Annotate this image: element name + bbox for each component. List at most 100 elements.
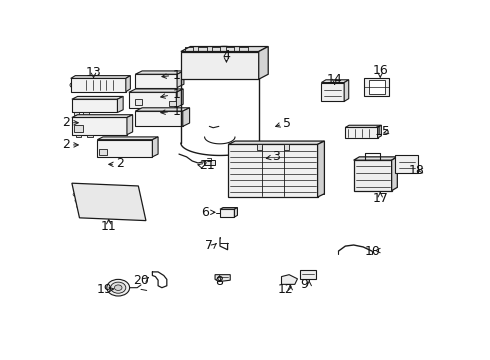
Polygon shape: [126, 76, 130, 92]
Polygon shape: [215, 275, 230, 282]
Polygon shape: [98, 137, 158, 140]
Polygon shape: [127, 115, 133, 135]
Text: 15: 15: [374, 125, 390, 138]
Polygon shape: [318, 141, 324, 197]
Polygon shape: [321, 82, 344, 102]
Polygon shape: [183, 108, 190, 126]
Circle shape: [83, 193, 89, 197]
Polygon shape: [135, 99, 142, 105]
Polygon shape: [369, 80, 385, 94]
Polygon shape: [235, 141, 324, 194]
Text: 9: 9: [300, 278, 308, 291]
Polygon shape: [345, 125, 381, 127]
Polygon shape: [234, 208, 238, 217]
Circle shape: [106, 199, 111, 203]
Circle shape: [82, 82, 90, 88]
Polygon shape: [71, 76, 130, 78]
Circle shape: [108, 205, 113, 209]
Text: 10: 10: [365, 244, 381, 258]
Polygon shape: [74, 112, 79, 115]
Polygon shape: [87, 135, 93, 138]
Circle shape: [111, 282, 126, 293]
Circle shape: [104, 193, 109, 197]
Text: 7: 7: [205, 239, 213, 252]
Text: 1: 1: [173, 105, 181, 118]
Circle shape: [126, 199, 131, 203]
Polygon shape: [220, 209, 234, 217]
Text: 6: 6: [201, 206, 210, 219]
Polygon shape: [177, 71, 184, 87]
Polygon shape: [135, 71, 184, 74]
Text: 11: 11: [101, 220, 117, 233]
Circle shape: [73, 193, 78, 197]
Circle shape: [76, 82, 84, 88]
Circle shape: [96, 199, 101, 203]
Polygon shape: [378, 125, 381, 138]
Polygon shape: [152, 137, 158, 157]
Circle shape: [77, 205, 82, 209]
Polygon shape: [228, 141, 324, 144]
Polygon shape: [392, 157, 397, 191]
Polygon shape: [364, 77, 389, 96]
Polygon shape: [220, 208, 238, 209]
Text: 2: 2: [62, 138, 70, 151]
Circle shape: [99, 211, 104, 215]
Circle shape: [79, 211, 84, 215]
Text: 1: 1: [173, 68, 181, 82]
Circle shape: [75, 199, 80, 203]
Circle shape: [87, 205, 93, 209]
Polygon shape: [129, 89, 183, 92]
Polygon shape: [354, 157, 397, 160]
Circle shape: [114, 193, 120, 197]
Circle shape: [120, 211, 125, 215]
Text: 14: 14: [327, 73, 343, 86]
Circle shape: [70, 82, 77, 88]
Polygon shape: [284, 144, 289, 150]
Circle shape: [94, 193, 99, 197]
Text: 16: 16: [372, 64, 388, 77]
Text: 2: 2: [62, 116, 70, 129]
Polygon shape: [83, 112, 89, 115]
Polygon shape: [72, 99, 118, 112]
Text: 3: 3: [272, 150, 280, 163]
Polygon shape: [135, 74, 177, 87]
Circle shape: [98, 205, 102, 209]
Text: 4: 4: [222, 49, 230, 62]
Circle shape: [116, 199, 121, 203]
Text: 1: 1: [173, 88, 181, 101]
Text: 2: 2: [116, 157, 124, 170]
Polygon shape: [354, 160, 392, 191]
Polygon shape: [99, 149, 107, 155]
Circle shape: [128, 205, 133, 209]
Circle shape: [143, 120, 150, 125]
Polygon shape: [118, 96, 123, 112]
Polygon shape: [72, 96, 123, 99]
Polygon shape: [344, 80, 349, 102]
Polygon shape: [228, 144, 318, 197]
Polygon shape: [135, 111, 183, 126]
Text: 19: 19: [97, 283, 113, 296]
Text: 17: 17: [372, 192, 388, 205]
Text: 18: 18: [408, 164, 424, 177]
Polygon shape: [135, 108, 190, 111]
Polygon shape: [181, 51, 259, 79]
Text: 21: 21: [199, 159, 215, 172]
Polygon shape: [321, 80, 349, 82]
Polygon shape: [72, 115, 133, 117]
Polygon shape: [345, 127, 378, 138]
Circle shape: [109, 211, 115, 215]
Polygon shape: [176, 89, 183, 108]
Circle shape: [89, 211, 94, 215]
Text: 20: 20: [133, 274, 149, 287]
Polygon shape: [169, 100, 176, 106]
Polygon shape: [181, 46, 268, 51]
Circle shape: [124, 193, 129, 197]
Text: 13: 13: [86, 66, 101, 79]
Polygon shape: [75, 135, 81, 138]
Circle shape: [107, 279, 129, 296]
Polygon shape: [72, 183, 146, 221]
Polygon shape: [129, 92, 176, 108]
Polygon shape: [98, 140, 152, 157]
Polygon shape: [281, 275, 297, 284]
Polygon shape: [395, 155, 418, 174]
